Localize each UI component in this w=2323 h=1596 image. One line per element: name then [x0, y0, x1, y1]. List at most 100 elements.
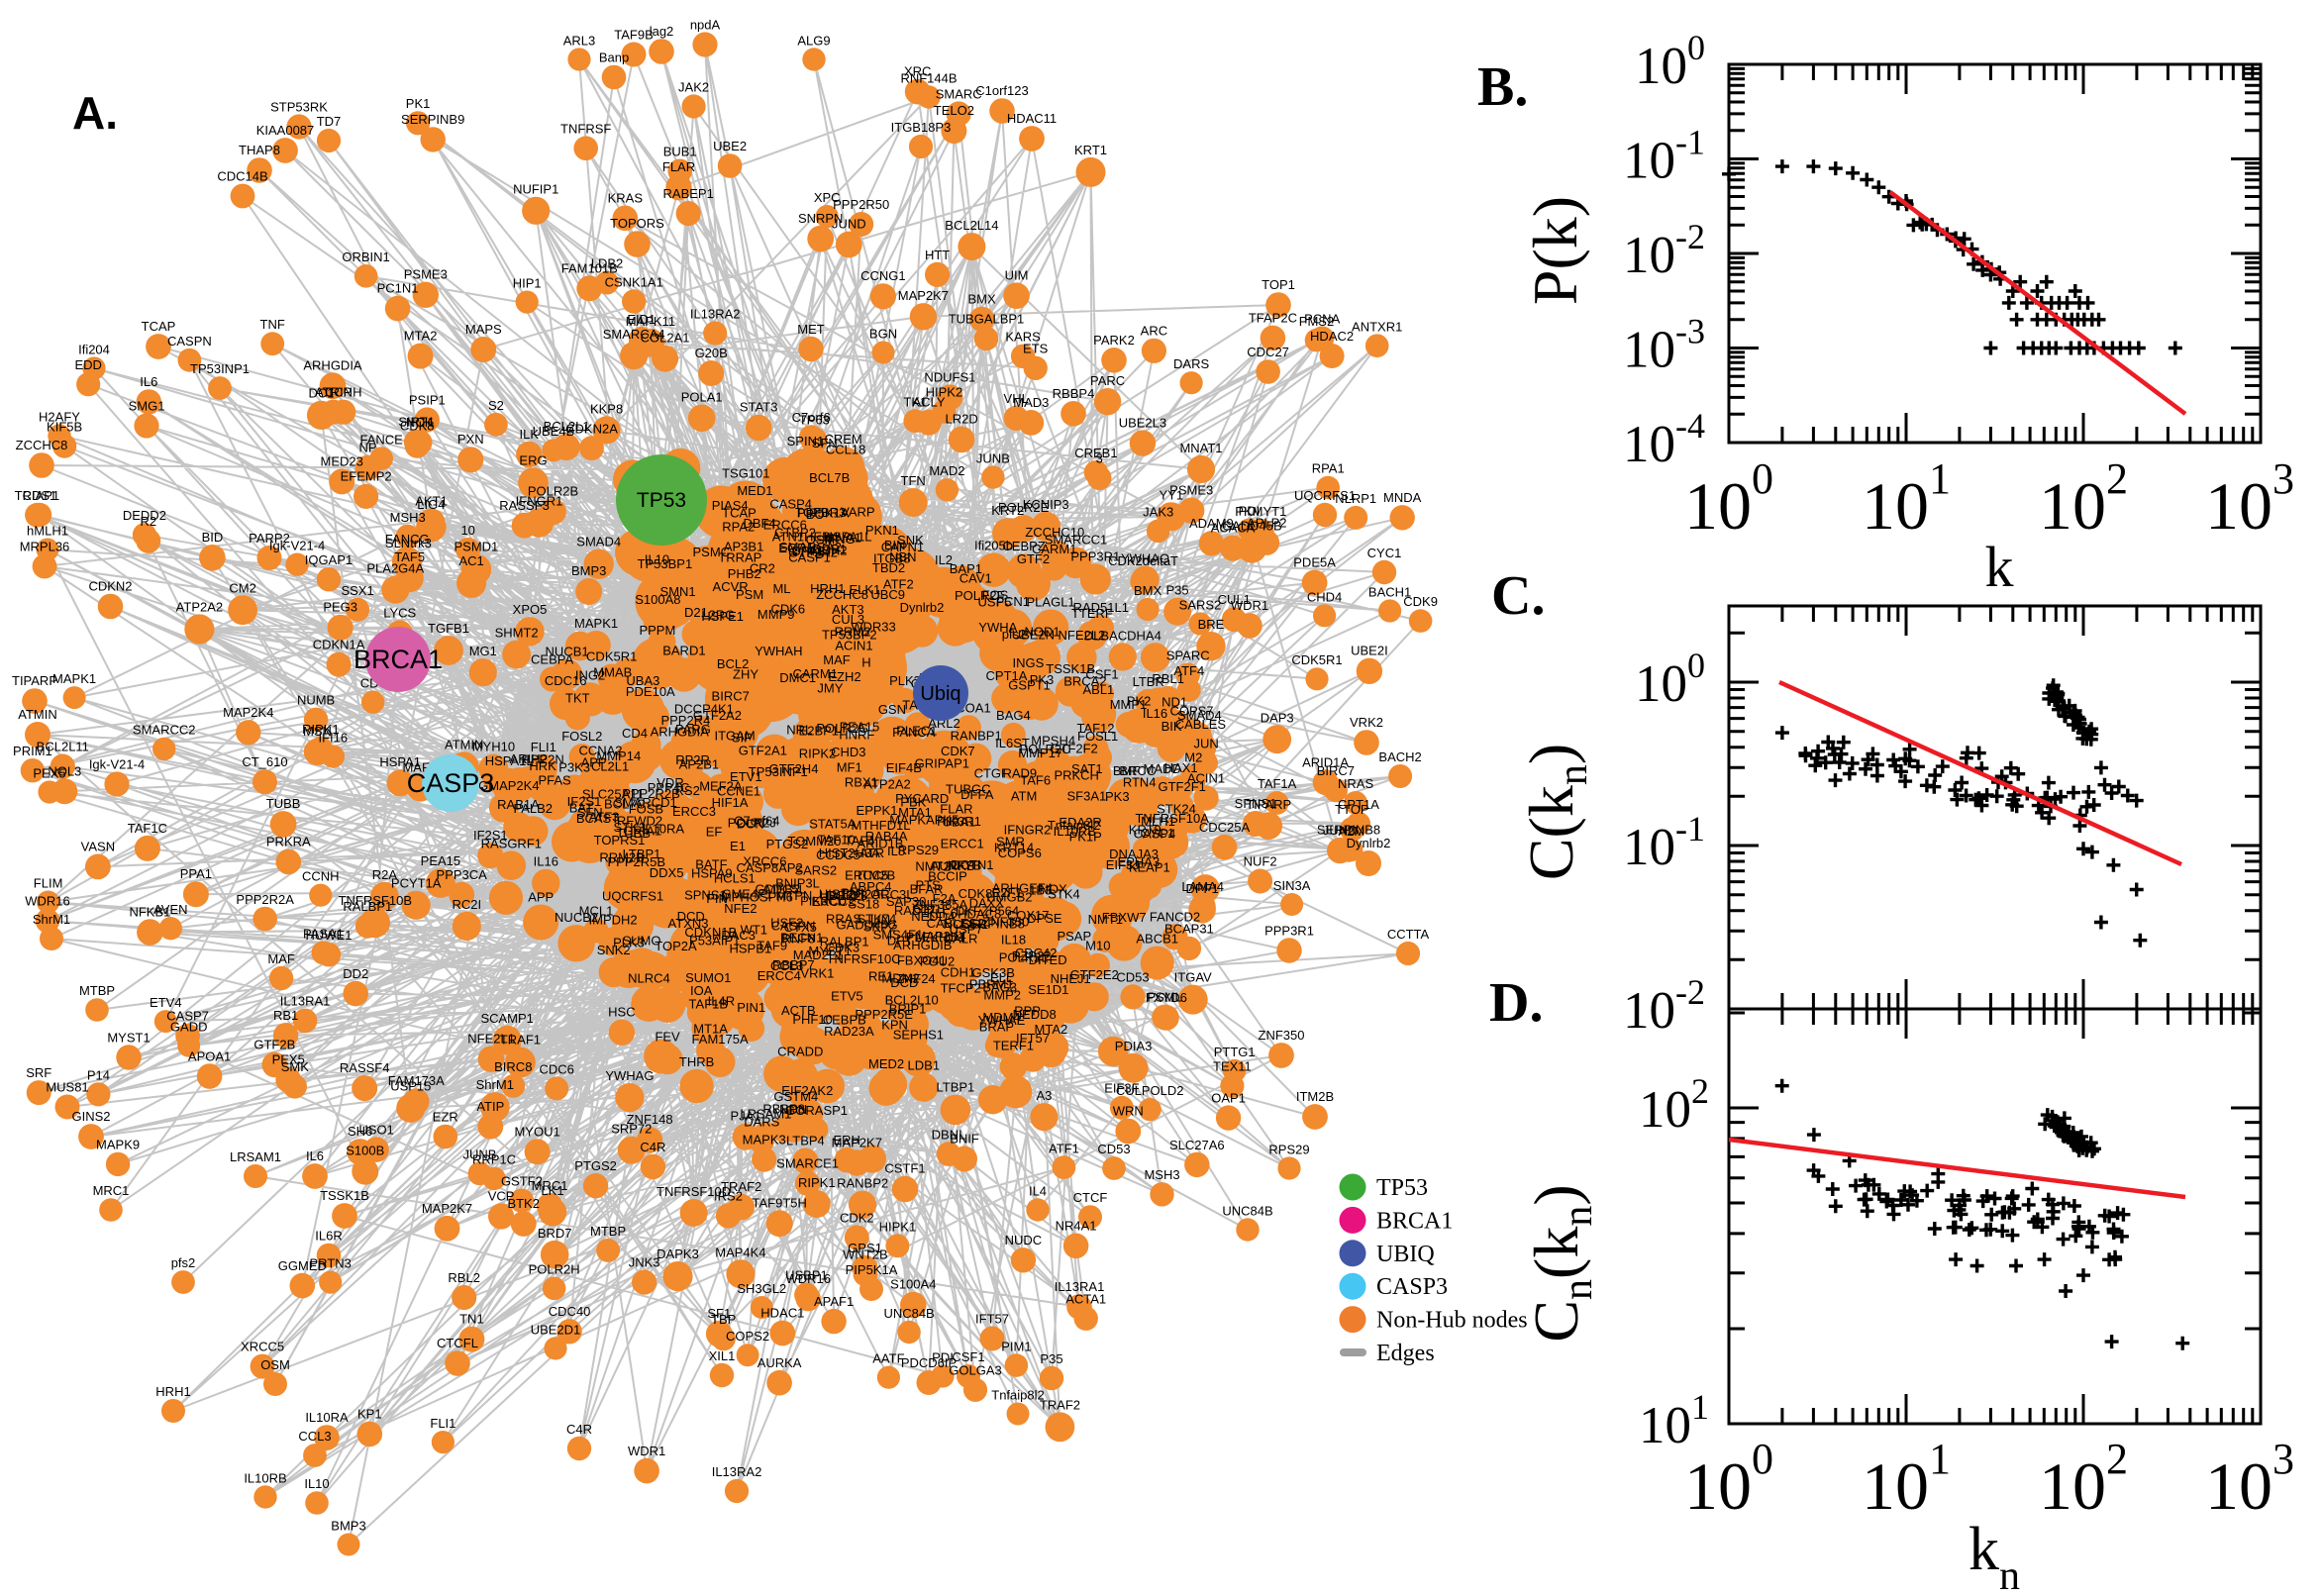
svg-text:NR4A1: NR4A1	[1056, 1219, 1097, 1234]
svg-text:PSME3: PSME3	[404, 267, 448, 282]
svg-text:SLC25A11: SLC25A11	[582, 786, 644, 801]
svg-text:INGS: INGS	[1013, 655, 1045, 670]
svg-text:TUBB: TUBB	[266, 796, 301, 811]
svg-text:FBXO41: FBXO41	[897, 953, 947, 968]
svg-text:IL10RB: IL10RB	[244, 1470, 286, 1485]
svg-text:MLH1: MLH1	[1141, 814, 1175, 829]
svg-text:TGFBR3: TGFBR3	[795, 505, 846, 520]
svg-text:IL10RB: IL10RB	[1054, 824, 1096, 839]
svg-text:NDUFS1: NDUFS1	[924, 369, 975, 384]
svg-text:UBE2: UBE2	[713, 139, 747, 153]
svg-text:SMAD4: SMAD4	[576, 534, 621, 549]
svg-text:MAD2L1: MAD2L1	[793, 948, 844, 962]
svg-text:MAP2K7: MAP2K7	[832, 1135, 882, 1149]
svg-text:ZNF350: ZNF350	[1259, 1028, 1305, 1043]
svg-text:BCL7C: BCL7C	[604, 797, 646, 812]
svg-text:C(kn): C(kn)	[1516, 744, 1596, 880]
svg-text:BRCA2: BRCA2	[1063, 674, 1106, 689]
svg-text:HRH1: HRH1	[155, 1384, 190, 1399]
svg-text:FEV: FEV	[655, 1029, 680, 1044]
svg-text:CR2: CR2	[750, 560, 775, 575]
svg-text:ERCC4: ERCC4	[758, 968, 801, 983]
svg-text:GGMAP2K4: GGMAP2K4	[468, 778, 540, 793]
svg-text:PPP2R2B: PPP2R2B	[622, 786, 680, 801]
svg-text:SEPHS1: SEPHS1	[893, 1028, 944, 1043]
svg-text:STK3: STK3	[614, 820, 647, 835]
svg-text:PBRM1: PBRM1	[969, 977, 1014, 992]
svg-text:PRKRA: PRKRA	[266, 835, 311, 849]
svg-text:HNRF: HNRF	[839, 727, 874, 742]
svg-text:BIRC8: BIRC8	[494, 1059, 532, 1074]
svg-text:PTGS2: PTGS2	[766, 837, 809, 851]
svg-text:UBE4B: UBE4B	[533, 424, 575, 439]
svg-text:A2M: A2M	[1339, 824, 1365, 839]
svg-text:kn: kn	[1969, 1516, 2020, 1596]
svg-text:KARS: KARS	[1005, 330, 1041, 345]
svg-text:TEX11: TEX11	[1213, 1059, 1252, 1074]
svg-text:FBXW7: FBXW7	[1102, 910, 1147, 925]
svg-text:BRCA1: BRCA1	[354, 645, 443, 674]
svg-text:EPPK1: EPPK1	[857, 803, 898, 818]
svg-text:IFNGR2: IFNGR2	[1004, 823, 1052, 838]
svg-text:NUMB: NUMB	[297, 693, 335, 708]
svg-text:PCYT1A: PCYT1A	[391, 876, 442, 891]
svg-text:IQGAP1: IQGAP1	[305, 552, 353, 567]
svg-text:BCL2L14: BCL2L14	[945, 218, 998, 233]
svg-text:CRADD: CRADD	[777, 1044, 823, 1058]
svg-text:JNK3: JNK3	[629, 1255, 660, 1270]
svg-text:ACTB: ACTB	[781, 1003, 816, 1018]
svg-text:SMR: SMR	[996, 834, 1025, 848]
svg-text:POLR2E: POLR2E	[998, 500, 1050, 515]
svg-text:STAT5A: STAT5A	[809, 817, 857, 832]
svg-text:TRRAP: TRRAP	[718, 550, 761, 565]
svg-text:SMN1: SMN1	[660, 584, 696, 599]
svg-text:RNF8: RNF8	[781, 931, 815, 946]
svg-text:RANBP2: RANBP2	[837, 1176, 888, 1191]
svg-text:MYOU1: MYOU1	[514, 1124, 559, 1139]
svg-text:BCL7B: BCL7B	[809, 470, 850, 485]
svg-text:GSTF2: GSTF2	[501, 1174, 543, 1189]
svg-text:HDAC3: HDAC3	[712, 928, 756, 943]
svg-text:S2: S2	[488, 398, 504, 413]
svg-text:B.: B.	[1477, 56, 1528, 118]
svg-text:MSH2: MSH2	[812, 543, 848, 557]
svg-text:E1: E1	[730, 839, 746, 853]
svg-text:LR2D: LR2D	[945, 412, 977, 427]
svg-text:A.: A.	[72, 87, 118, 139]
svg-text:MEF2A: MEF2A	[699, 779, 743, 794]
svg-text:VRK2: VRK2	[1350, 715, 1383, 730]
svg-text:USP7: USP7	[950, 922, 983, 937]
svg-text:FLI1: FLI1	[531, 740, 556, 754]
svg-text:SF1: SF1	[707, 1306, 731, 1321]
svg-text:H2AFY: H2AFY	[39, 409, 80, 424]
svg-text:BNIP3L: BNIP3L	[775, 875, 820, 890]
svg-text:TRIAP1: TRIAP1	[15, 488, 60, 503]
svg-text:POLR2J: POLR2J	[728, 815, 776, 830]
svg-text:BC: BC	[806, 507, 824, 522]
svg-text:USP15: USP15	[390, 1079, 431, 1094]
svg-text:PSAP: PSAP	[1057, 929, 1091, 944]
svg-text:ATF1: ATF1	[1049, 1141, 1079, 1155]
svg-text:R2A: R2A	[372, 867, 398, 882]
svg-text:GMEB2: GMEB2	[756, 882, 801, 897]
svg-text:MAP2K7: MAP2K7	[898, 288, 949, 303]
svg-text:CDK2deltaT: CDK2deltaT	[1108, 553, 1178, 568]
svg-text:NEDD4: NEDD4	[911, 909, 955, 924]
svg-text:FLAR: FLAR	[940, 801, 972, 816]
svg-text:PIK3CD: PIK3CD	[800, 893, 847, 908]
svg-text:DARS: DARS	[1173, 356, 1209, 371]
svg-text:KEAP1: KEAP1	[1129, 859, 1170, 874]
svg-text:MMP2: MMP2	[983, 988, 1021, 1003]
svg-text:PBK: PBK	[900, 795, 926, 810]
svg-text:GSK3B: GSK3B	[972, 965, 1015, 980]
svg-text:101: 101	[1639, 1387, 1709, 1454]
svg-text:PK2: PK2	[1127, 693, 1152, 708]
svg-text:MTBP: MTBP	[590, 1224, 626, 1239]
svg-text:AKT1: AKT1	[415, 494, 448, 509]
svg-text:pfs2: pfs2	[171, 1255, 196, 1270]
svg-text:TAF5: TAF5	[394, 549, 425, 564]
svg-text:RABEP1: RABEP1	[663, 186, 714, 201]
svg-text:LIG4: LIG4	[417, 497, 445, 512]
svg-text:BNIF: BNIF	[950, 1132, 979, 1147]
svg-text:ERCC2: ERCC2	[811, 894, 855, 909]
